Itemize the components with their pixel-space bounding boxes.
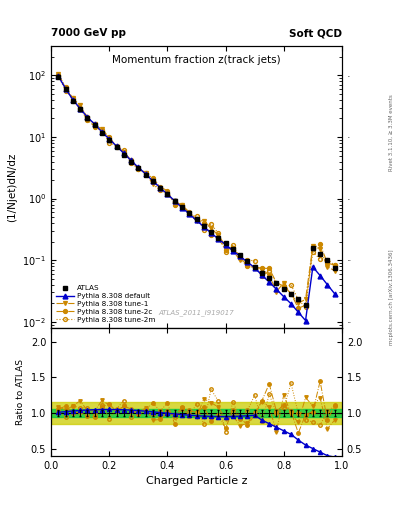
Y-axis label: Ratio to ATLAS: Ratio to ATLAS [16, 359, 25, 424]
Legend: ATLAS, Pythia 8.308 default, Pythia 8.308 tune-1, Pythia 8.308 tune-2c, Pythia 8: ATLAS, Pythia 8.308 default, Pythia 8.30… [55, 284, 157, 324]
X-axis label: Charged Particle z: Charged Particle z [146, 476, 247, 486]
Text: Rivet 3.1.10, ≥ 3.3M events: Rivet 3.1.10, ≥ 3.3M events [389, 95, 393, 172]
Text: mcplots.cern.ch [arXiv:1306.3436]: mcplots.cern.ch [arXiv:1306.3436] [389, 249, 393, 345]
Text: Soft QCD: Soft QCD [289, 28, 342, 38]
Text: ATLAS_2011_I919017: ATLAS_2011_I919017 [159, 310, 234, 316]
Text: Momentum fraction z(track jets): Momentum fraction z(track jets) [112, 55, 281, 65]
Y-axis label: (1/Njet)dN/dz: (1/Njet)dN/dz [7, 152, 17, 222]
Text: 7000 GeV pp: 7000 GeV pp [51, 28, 126, 38]
